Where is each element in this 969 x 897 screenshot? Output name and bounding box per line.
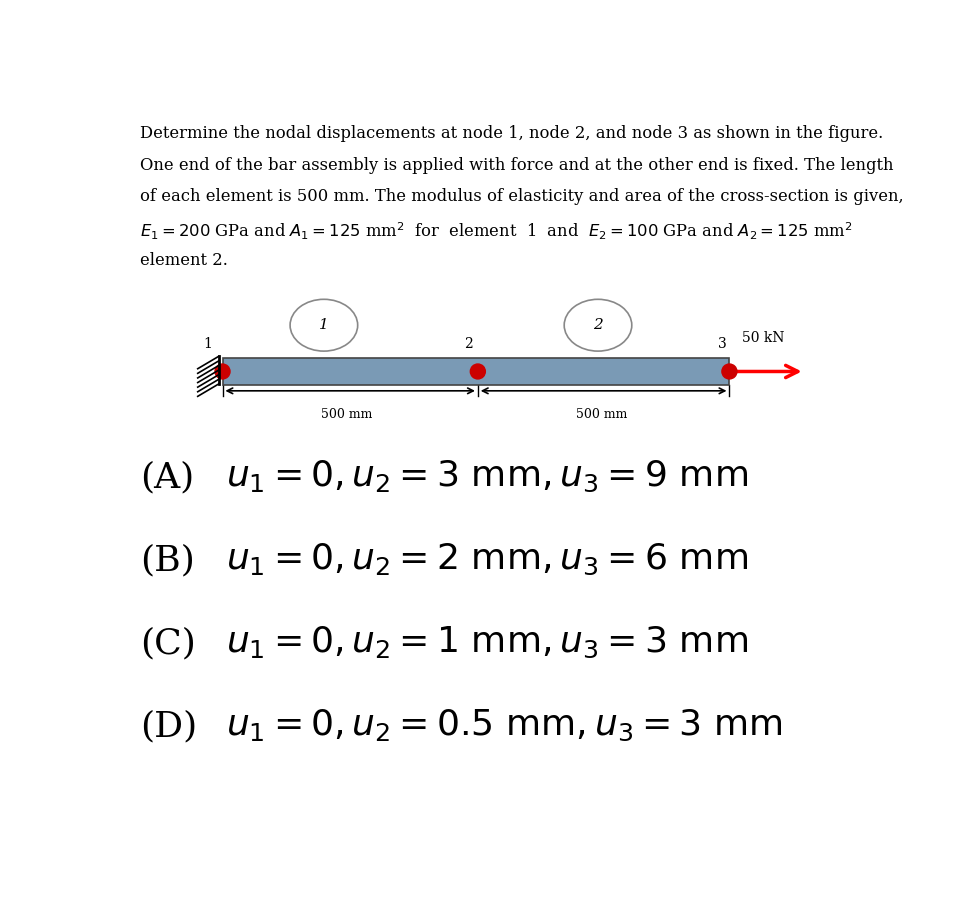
Circle shape	[722, 364, 737, 379]
Text: 3: 3	[717, 336, 727, 351]
Text: 2: 2	[464, 336, 473, 351]
Text: 500 mm: 500 mm	[321, 408, 372, 421]
Ellipse shape	[564, 300, 632, 351]
Text: One end of the bar assembly is applied with force and at the other end is fixed.: One end of the bar assembly is applied w…	[140, 157, 893, 174]
Text: Determine the nodal displacements at node 1, node 2, and node 3 as shown in the : Determine the nodal displacements at nod…	[140, 125, 883, 142]
Text: of each element is 500 mm. The modulus of elasticity and area of the cross-secti: of each element is 500 mm. The modulus o…	[140, 188, 903, 205]
Text: (A): (A)	[140, 460, 194, 494]
Bar	[223, 359, 730, 385]
Text: $u_1 = 0, u_2 = 0.5\ \mathrm{mm}, u_3 = 3\ \mathrm{mm}$: $u_1 = 0, u_2 = 0.5\ \mathrm{mm}, u_3 = …	[226, 708, 783, 743]
Circle shape	[215, 364, 230, 379]
Text: (D): (D)	[140, 709, 197, 743]
Text: 1: 1	[319, 318, 328, 332]
Text: 2: 2	[593, 318, 603, 332]
Text: 500 mm: 500 mm	[576, 408, 628, 421]
Text: $E_1 = 200$ GPa and $A_1 = 125$ mm$^2$  for  element  1  and  $E_2 = 100$ GPa an: $E_1 = 200$ GPa and $A_1 = 125$ mm$^2$ f…	[140, 221, 853, 241]
Text: $u_1 = 0, u_2 = 1\ \mathrm{mm}, u_3 = 3\ \mathrm{mm}$: $u_1 = 0, u_2 = 1\ \mathrm{mm}, u_3 = 3\…	[226, 625, 748, 660]
Text: $u_1 = 0, u_2 = 3\ \mathrm{mm}, u_3 = 9\ \mathrm{mm}$: $u_1 = 0, u_2 = 3\ \mathrm{mm}, u_3 = 9\…	[226, 459, 748, 494]
Text: (C): (C)	[140, 626, 196, 660]
Text: $u_1 = 0, u_2 = 2\ \mathrm{mm}, u_3 = 6\ \mathrm{mm}$: $u_1 = 0, u_2 = 2\ \mathrm{mm}, u_3 = 6\…	[226, 542, 748, 578]
Text: (B): (B)	[140, 544, 195, 578]
Text: 1: 1	[203, 336, 212, 351]
Text: element 2.: element 2.	[140, 252, 228, 269]
Ellipse shape	[290, 300, 358, 351]
Circle shape	[470, 364, 485, 379]
Text: 50 kN: 50 kN	[742, 331, 785, 345]
